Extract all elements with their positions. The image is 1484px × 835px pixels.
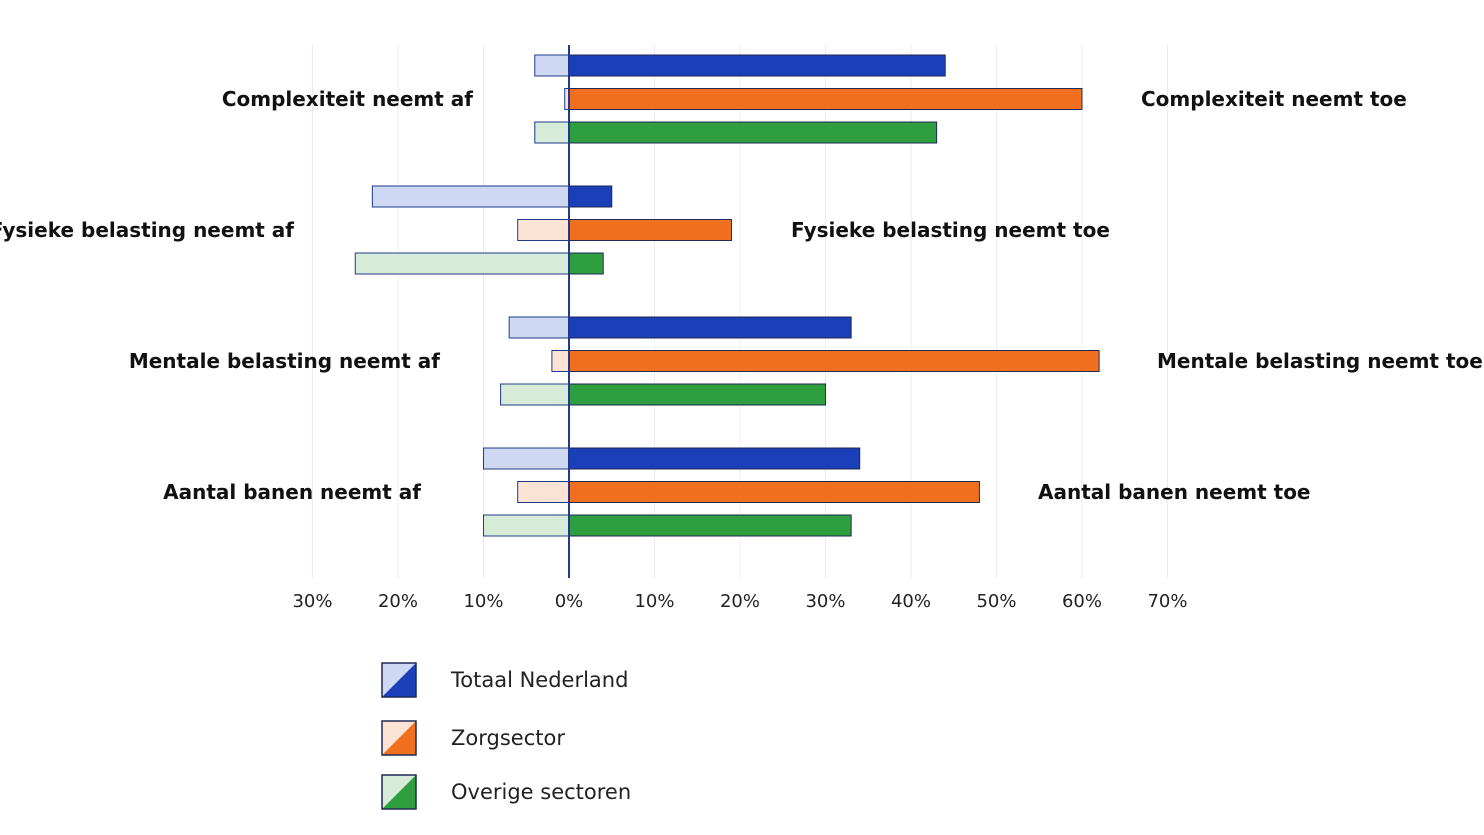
x-tick-labels: 30% 20% 10% 0% 10% 20% 30% 40% 50% 60% 70% [292,591,1187,612]
bar-increase-totaal-nederland-fysieke-belasting [568,185,613,208]
x-tick-label: 60% [1062,591,1102,612]
bar-increase-overige-sectoren-complexiteit [568,121,938,144]
bar-decrease-overige-sectoren-aantal-banen [483,514,570,537]
bar-increase-zorgsector-fysieke-belasting [568,219,732,241]
legend-label: Zorgsector [451,726,565,750]
right-label-complexiteit: Complexiteit neemt toe [1141,87,1407,111]
x-tick-label: 50% [976,591,1016,612]
x-tick-label: 20% [720,591,760,612]
legend-label: Overige sectoren [451,780,631,804]
left-label-complexiteit: Complexiteit neemt af [222,87,473,111]
legend-swatch-dark [382,721,416,755]
bar-increase-totaal-nederland-mentale-belasting [568,316,852,339]
bar-increase-zorgsector-complexiteit [568,88,1083,110]
x-tick-label: 70% [1147,591,1187,612]
x-tick-label: 30% [292,591,332,612]
category-labels: Complexiteit neemt af Complexiteit neemt … [0,87,1483,504]
left-label-fysieke-belasting: Fysieke belasting neemt af [0,218,294,242]
x-tick-label: 40% [891,591,931,612]
legend-label: Totaal Nederland [450,668,628,692]
bar-decrease-totaal-nederland-complexiteit [534,54,570,77]
legend-swatch-dark [382,663,416,697]
bar-decrease-zorgsector-mentale-belasting [551,350,570,372]
right-label-aantal-banen: Aantal banen neemt toe [1038,480,1311,504]
bar-decrease-totaal-nederland-mentale-belasting [508,316,570,339]
bar-increase-overige-sectoren-fysieke-belasting [568,252,604,275]
legend-item-zorgsector: Zorgsector [381,720,565,756]
x-tick-label: 10% [634,591,674,612]
bar-increase-totaal-nederland-aantal-banen [568,447,861,470]
legend-swatch-border [381,774,417,810]
legend-swatch-dark [382,775,416,809]
legend-item-totaal-nederland: Totaal Nederland [381,662,628,698]
bar-decrease-totaal-nederland-fysieke-belasting [371,185,570,208]
x-tick-label: 30% [805,591,845,612]
bar-decrease-overige-sectoren-fysieke-belasting [354,252,570,275]
bar-increase-overige-sectoren-aantal-banen [568,514,852,537]
right-label-mentale-belasting: Mentale belasting neemt toe [1157,349,1483,373]
bar-decrease-overige-sectoren-mentale-belasting [500,383,570,406]
legend-item-overige-sectoren: Overige sectoren [381,774,631,810]
bar-increase-overige-sectoren-mentale-belasting [568,383,826,406]
x-tick-label: 10% [463,591,503,612]
right-label-fysieke-belasting: Fysieke belasting neemt toe [791,218,1110,242]
bar-decrease-totaal-nederland-aantal-banen [483,447,570,470]
bar-increase-zorgsector-aantal-banen [568,481,980,503]
legend: Totaal Nederland Zorgsector Overige sector… [381,662,631,810]
bar-decrease-overige-sectoren-complexiteit [534,121,570,144]
legend-swatch-border [381,662,417,698]
legend-swatch-border [381,720,417,756]
left-label-mentale-belasting: Mentale belasting neemt af [129,349,440,373]
x-tick-label: 0% [555,591,584,612]
bar-increase-totaal-nederland-complexiteit [568,54,946,77]
bars [354,54,1100,537]
bar-decrease-zorgsector-aantal-banen [517,481,570,503]
x-tick-label: 20% [378,591,418,612]
bar-decrease-zorgsector-fysieke-belasting [517,219,570,241]
left-label-aantal-banen: Aantal banen neemt af [163,480,421,504]
bar-increase-zorgsector-mentale-belasting [568,350,1100,372]
